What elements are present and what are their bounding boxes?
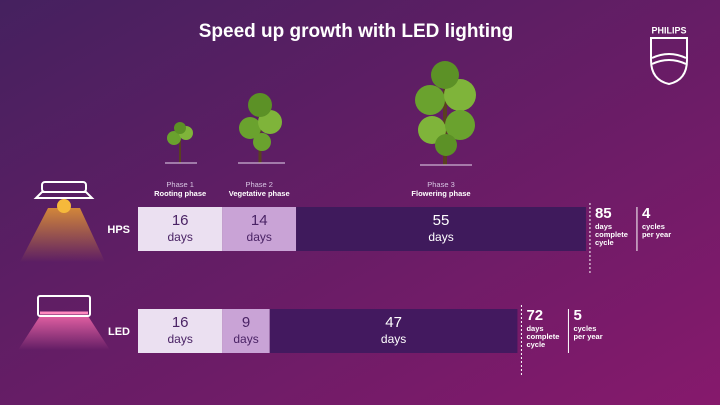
segment-unit: days — [428, 230, 453, 244]
phase-segment — [138, 309, 223, 353]
phase-name: Rooting phase — [154, 189, 206, 198]
segment-value: 9 — [242, 314, 250, 331]
cycles-label: cycles — [642, 222, 665, 231]
segment-unit: days — [381, 332, 406, 346]
total-label: cycle — [595, 238, 614, 247]
hps-lamp — [20, 181, 105, 262]
phase-label: Phase 3 — [427, 180, 455, 189]
total-value: 85 — [595, 205, 612, 222]
total-label: complete — [595, 230, 628, 239]
cycles-value: 5 — [573, 307, 581, 324]
total-label: days — [595, 222, 612, 231]
total-label: complete — [526, 332, 559, 341]
title: Speed up growth with LED lighting — [199, 21, 514, 42]
phase-segment — [222, 309, 270, 353]
total-label: days — [526, 324, 543, 333]
led-lamp — [18, 295, 110, 350]
plants — [165, 61, 476, 166]
phase-segment — [296, 207, 586, 251]
segment-value: 47 — [385, 314, 402, 331]
segment-unit: days — [247, 230, 272, 244]
row-label: HPS — [107, 224, 130, 236]
cycles-label: per year — [642, 230, 671, 239]
cycles-label: per year — [573, 332, 602, 341]
phase-segment — [222, 207, 297, 251]
total-value: 72 — [526, 307, 543, 324]
logo: PHILIPS — [650, 25, 688, 86]
phase-segment — [269, 309, 518, 353]
phase-label: Phase 1 — [166, 180, 194, 189]
segment-unit: days — [167, 332, 192, 346]
phase-segment — [138, 207, 223, 251]
segment-unit: days — [233, 332, 258, 346]
segment-unit: days — [167, 230, 192, 244]
segment-value: 16 — [172, 212, 189, 229]
phase-label: Phase 2 — [245, 180, 273, 189]
total-label: cycle — [526, 340, 545, 349]
cycles-value: 4 — [642, 205, 651, 222]
cycles-label: cycles — [573, 324, 596, 333]
segment-value: 55 — [433, 212, 450, 229]
segment-value: 16 — [172, 314, 189, 331]
row-label: LED — [108, 326, 130, 338]
phase-name: Vegetative phase — [229, 189, 290, 198]
phase-name: Flowering phase — [411, 189, 470, 198]
segment-value: 14 — [251, 212, 268, 229]
brand: PHILIPS — [651, 25, 686, 35]
